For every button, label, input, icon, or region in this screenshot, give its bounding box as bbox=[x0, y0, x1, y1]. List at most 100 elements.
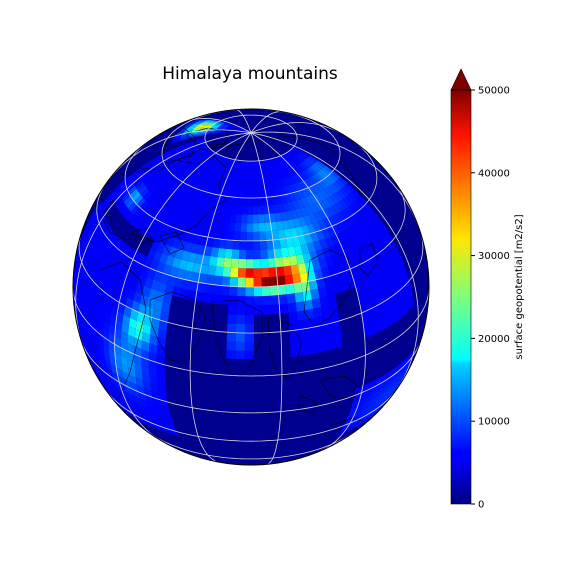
terrain-cell bbox=[321, 305, 331, 317]
terrain-cell bbox=[246, 240, 254, 250]
terrain-cell bbox=[196, 120, 206, 123]
terrain-cell bbox=[292, 166, 301, 174]
terrain-cell bbox=[100, 258, 108, 271]
terrain-cell bbox=[295, 208, 304, 218]
colorbar-tick-label: 40000 bbox=[478, 168, 510, 179]
terrain-cell bbox=[122, 371, 131, 382]
terrain-cell bbox=[240, 160, 245, 168]
terrain-cell bbox=[321, 179, 331, 188]
terrain-cell bbox=[271, 172, 279, 181]
terrain-cell bbox=[305, 168, 315, 177]
terrain-cell bbox=[119, 293, 128, 306]
terrain-cell bbox=[281, 178, 289, 187]
terrain-cell bbox=[317, 220, 327, 231]
terrain-cell bbox=[131, 168, 140, 177]
terrain-cell bbox=[113, 388, 122, 399]
terrain-cell bbox=[103, 344, 110, 357]
terrain-cell bbox=[195, 198, 204, 208]
terrain-cell bbox=[153, 299, 163, 312]
terrain-cell bbox=[284, 193, 292, 203]
terrain-cell bbox=[245, 314, 254, 324]
terrain-cell bbox=[290, 264, 300, 275]
terrain-cell bbox=[149, 184, 159, 194]
terrain-cell bbox=[202, 148, 212, 155]
terrain-cell bbox=[146, 161, 155, 169]
colorbar-tick-label: 50000 bbox=[478, 86, 510, 97]
terrain-cell bbox=[104, 381, 112, 392]
terrain-cell bbox=[182, 153, 192, 160]
map-title: Himalaya mountains bbox=[162, 64, 338, 84]
terrain-cell bbox=[320, 189, 330, 199]
terrain-cell bbox=[196, 181, 205, 190]
terrain-cell bbox=[115, 360, 123, 372]
terrain-cell bbox=[79, 245, 83, 258]
terrain-cell bbox=[209, 126, 219, 129]
terrain-cell bbox=[310, 288, 320, 300]
terrain-cell bbox=[290, 338, 300, 349]
terrain-cell bbox=[108, 385, 117, 396]
terrain-cell bbox=[91, 359, 98, 371]
terrain-cell bbox=[99, 279, 106, 292]
terrain-cell bbox=[179, 163, 189, 171]
terrain-cell bbox=[192, 128, 202, 131]
terrain-cell bbox=[173, 219, 183, 230]
terrain-cell bbox=[192, 119, 202, 122]
terrain-cell bbox=[79, 303, 83, 316]
terrain-cell bbox=[277, 285, 287, 296]
terrain-cell bbox=[88, 218, 93, 230]
terrain-cell bbox=[282, 154, 291, 161]
terrain-cell bbox=[226, 349, 236, 360]
terrain-cell bbox=[325, 340, 335, 352]
terrain-cell bbox=[220, 230, 229, 240]
terrain-cell bbox=[368, 245, 378, 258]
terrain-cell bbox=[184, 129, 194, 132]
terrain-cell bbox=[306, 177, 315, 186]
terrain-cell bbox=[177, 172, 187, 181]
terrain-cell bbox=[136, 220, 146, 232]
terrain-cell bbox=[86, 304, 91, 317]
terrain-cell bbox=[326, 175, 336, 184]
terrain-cell bbox=[209, 169, 218, 177]
terrain-cell bbox=[191, 160, 201, 168]
terrain-cell bbox=[196, 139, 206, 144]
terrain-cell bbox=[306, 270, 317, 282]
terrain-cell bbox=[363, 215, 372, 227]
terrain-cell bbox=[385, 255, 394, 268]
terrain-cell bbox=[170, 178, 180, 187]
terrain-cell bbox=[314, 172, 324, 181]
terrain-cell bbox=[182, 194, 192, 204]
terrain-cell bbox=[354, 243, 364, 255]
terrain-cell bbox=[212, 186, 220, 195]
terrain-cell bbox=[370, 286, 379, 299]
terrain-cell bbox=[146, 158, 155, 166]
terrain-cell bbox=[204, 124, 214, 126]
terrain-cell bbox=[149, 367, 158, 379]
terrain-cell bbox=[224, 122, 232, 126]
terrain-cell bbox=[88, 358, 94, 370]
terrain-cell bbox=[109, 356, 117, 368]
terrain-cell bbox=[269, 213, 277, 223]
terrain-cell bbox=[217, 248, 226, 258]
terrain-cell bbox=[231, 258, 239, 269]
terrain-cell bbox=[113, 269, 122, 282]
terrain-cell bbox=[118, 241, 128, 253]
terrain-cell bbox=[334, 262, 344, 274]
terrain-cell bbox=[352, 254, 362, 267]
gridline bbox=[250, 132, 366, 451]
terrain-cell bbox=[389, 251, 398, 264]
terrain-cell bbox=[161, 193, 171, 204]
terrain-cell bbox=[350, 214, 360, 225]
terrain-cell bbox=[143, 190, 153, 201]
terrain-cell bbox=[150, 279, 160, 291]
terrain-cell bbox=[322, 198, 332, 209]
terrain-cell bbox=[341, 219, 351, 230]
terrain-cell bbox=[138, 253, 148, 266]
terrain-cell bbox=[186, 168, 196, 176]
terrain-cell bbox=[163, 205, 174, 216]
terrain-cell bbox=[155, 189, 165, 199]
terrain-cell bbox=[116, 261, 125, 274]
terrain-cell bbox=[366, 298, 375, 310]
terrain-cell bbox=[128, 185, 137, 196]
terrain-cell bbox=[91, 246, 98, 259]
terrain-cell bbox=[83, 241, 88, 255]
